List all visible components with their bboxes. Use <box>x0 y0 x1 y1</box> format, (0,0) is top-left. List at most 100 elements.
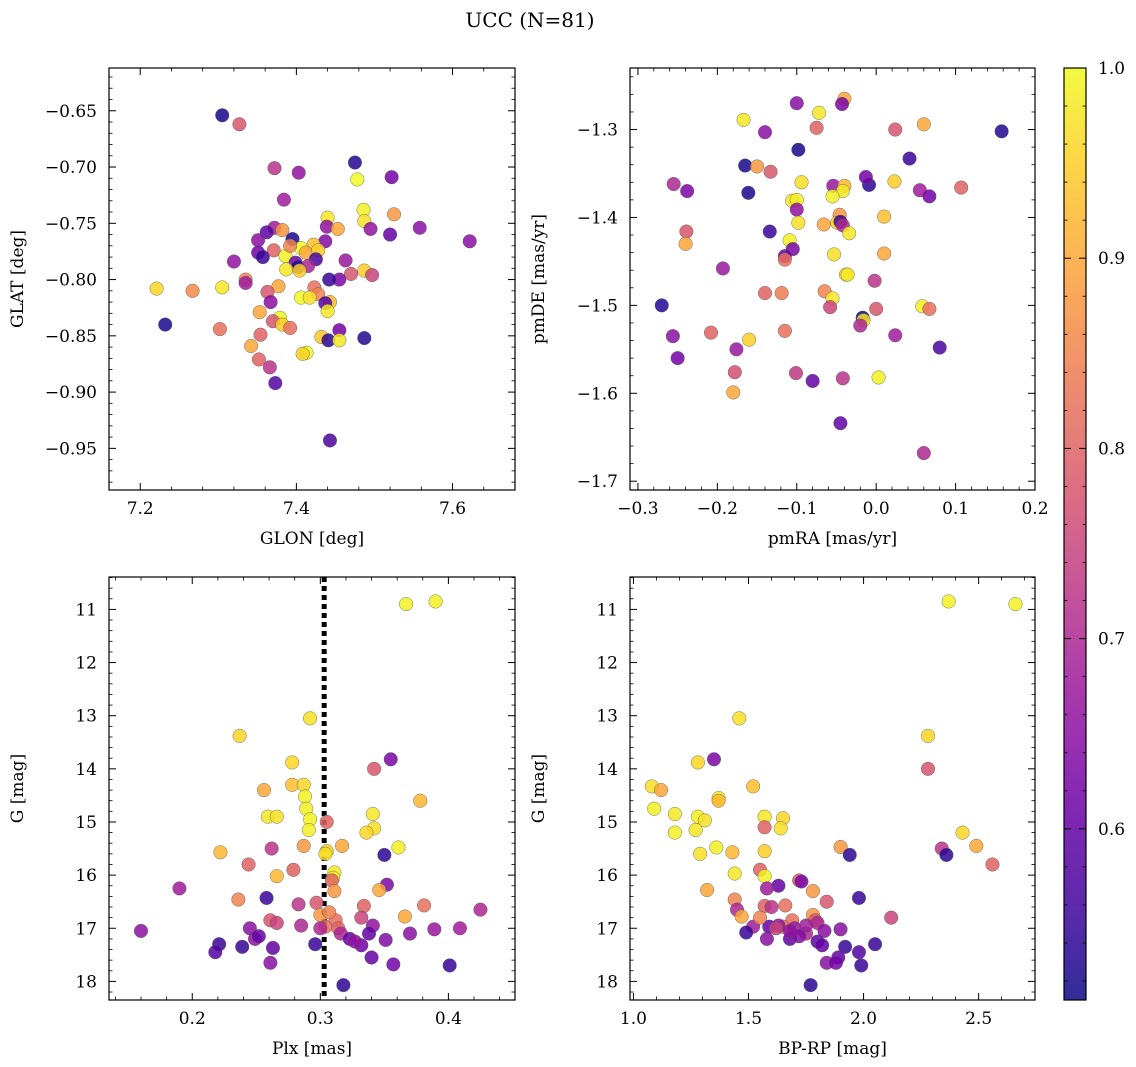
data-point <box>364 950 379 965</box>
data-point <box>158 317 173 332</box>
data-point <box>647 801 662 816</box>
sky-positions-points <box>149 108 477 448</box>
data-point <box>350 172 365 187</box>
data-point <box>283 320 298 335</box>
data-point <box>462 234 477 249</box>
x-tick-label: 0.3 <box>307 1009 334 1029</box>
data-point <box>291 165 306 180</box>
g-vs-parallax-points <box>134 577 488 1000</box>
data-point <box>838 939 853 954</box>
y-axis-label: G [mag] <box>8 754 28 823</box>
data-point <box>742 332 757 347</box>
x-tick-label: −0.2 <box>697 499 738 519</box>
data-point <box>939 847 954 862</box>
data-point <box>985 857 1000 872</box>
data-point <box>256 783 271 798</box>
data-point <box>386 207 401 222</box>
data-point <box>285 755 300 770</box>
colorbar: 0.6 0.7 0.8 0.9 1.0 <box>1063 59 1125 1001</box>
y-tick-label: 14 <box>75 760 97 780</box>
data-point <box>302 290 317 305</box>
data-point <box>309 895 324 910</box>
data-point <box>763 164 778 179</box>
data-point <box>279 262 294 277</box>
data-point <box>782 923 797 938</box>
x-axis-label: BP-RP [mag] <box>778 1039 887 1059</box>
data-point <box>771 878 786 893</box>
data-point <box>320 304 335 319</box>
data-point <box>819 894 834 909</box>
data-point <box>871 370 886 385</box>
x-axis-label: pmRA [mas/yr] <box>768 529 897 549</box>
colorbar-frame <box>1063 67 1087 1001</box>
data-point <box>417 898 432 913</box>
y-tick-label: 18 <box>596 972 618 992</box>
data-point <box>383 752 398 767</box>
x-tick-label: 1.0 <box>620 1009 647 1029</box>
x-tick-label: 1.5 <box>735 1009 762 1029</box>
data-point <box>741 185 756 200</box>
colorbar-tick-label: 0.9 <box>1098 249 1125 269</box>
data-point <box>208 945 223 960</box>
data-point <box>758 125 773 140</box>
data-point <box>835 371 850 386</box>
data-point <box>377 847 392 862</box>
data-point <box>916 446 931 461</box>
data-point <box>734 909 749 924</box>
data-point <box>294 918 309 933</box>
data-point <box>688 822 703 837</box>
data-point <box>399 597 414 612</box>
data-point <box>759 931 774 946</box>
data-point <box>283 238 298 253</box>
colorbar-tick-label: 1.0 <box>1098 59 1125 79</box>
y-tick-label: −1.5 <box>577 296 618 316</box>
data-point <box>725 845 740 860</box>
data-point <box>335 838 350 853</box>
data-point <box>762 224 777 239</box>
data-point <box>738 158 753 173</box>
y-tick-label: 17 <box>75 919 97 939</box>
data-point <box>402 926 417 941</box>
data-point <box>185 283 200 298</box>
data-point <box>670 351 685 366</box>
data-point <box>817 923 832 938</box>
data-point <box>428 594 443 609</box>
data-point <box>833 416 848 431</box>
data-point <box>359 825 374 840</box>
data-point <box>244 338 259 353</box>
data-point <box>753 910 768 925</box>
data-point <box>842 226 857 241</box>
data-point <box>412 220 427 235</box>
data-point <box>361 926 376 941</box>
data-point <box>704 325 719 340</box>
data-point <box>383 227 398 242</box>
data-point <box>251 233 266 248</box>
data-point <box>255 250 270 265</box>
data-point <box>922 189 937 204</box>
data-point <box>665 329 680 344</box>
data-point <box>706 752 721 767</box>
data-point <box>308 937 323 952</box>
data-point <box>134 923 149 938</box>
data-point <box>769 921 784 936</box>
data-point <box>969 838 984 853</box>
data-point <box>667 807 682 822</box>
data-point <box>825 189 840 204</box>
data-point <box>920 728 935 743</box>
data-point <box>296 777 311 792</box>
data-point <box>313 921 328 936</box>
data-point <box>869 301 884 316</box>
data-point <box>347 155 362 170</box>
data-point <box>809 120 824 135</box>
data-point <box>327 884 342 899</box>
data-point <box>397 909 412 924</box>
data-point <box>803 978 818 993</box>
y-tick-label: 15 <box>596 813 618 833</box>
axes-frame <box>629 67 1036 491</box>
data-point <box>215 280 230 295</box>
figure-title: UCC (N=81) <box>465 8 594 32</box>
data-point <box>356 898 371 913</box>
data-point <box>941 594 956 609</box>
data-point <box>955 825 970 840</box>
